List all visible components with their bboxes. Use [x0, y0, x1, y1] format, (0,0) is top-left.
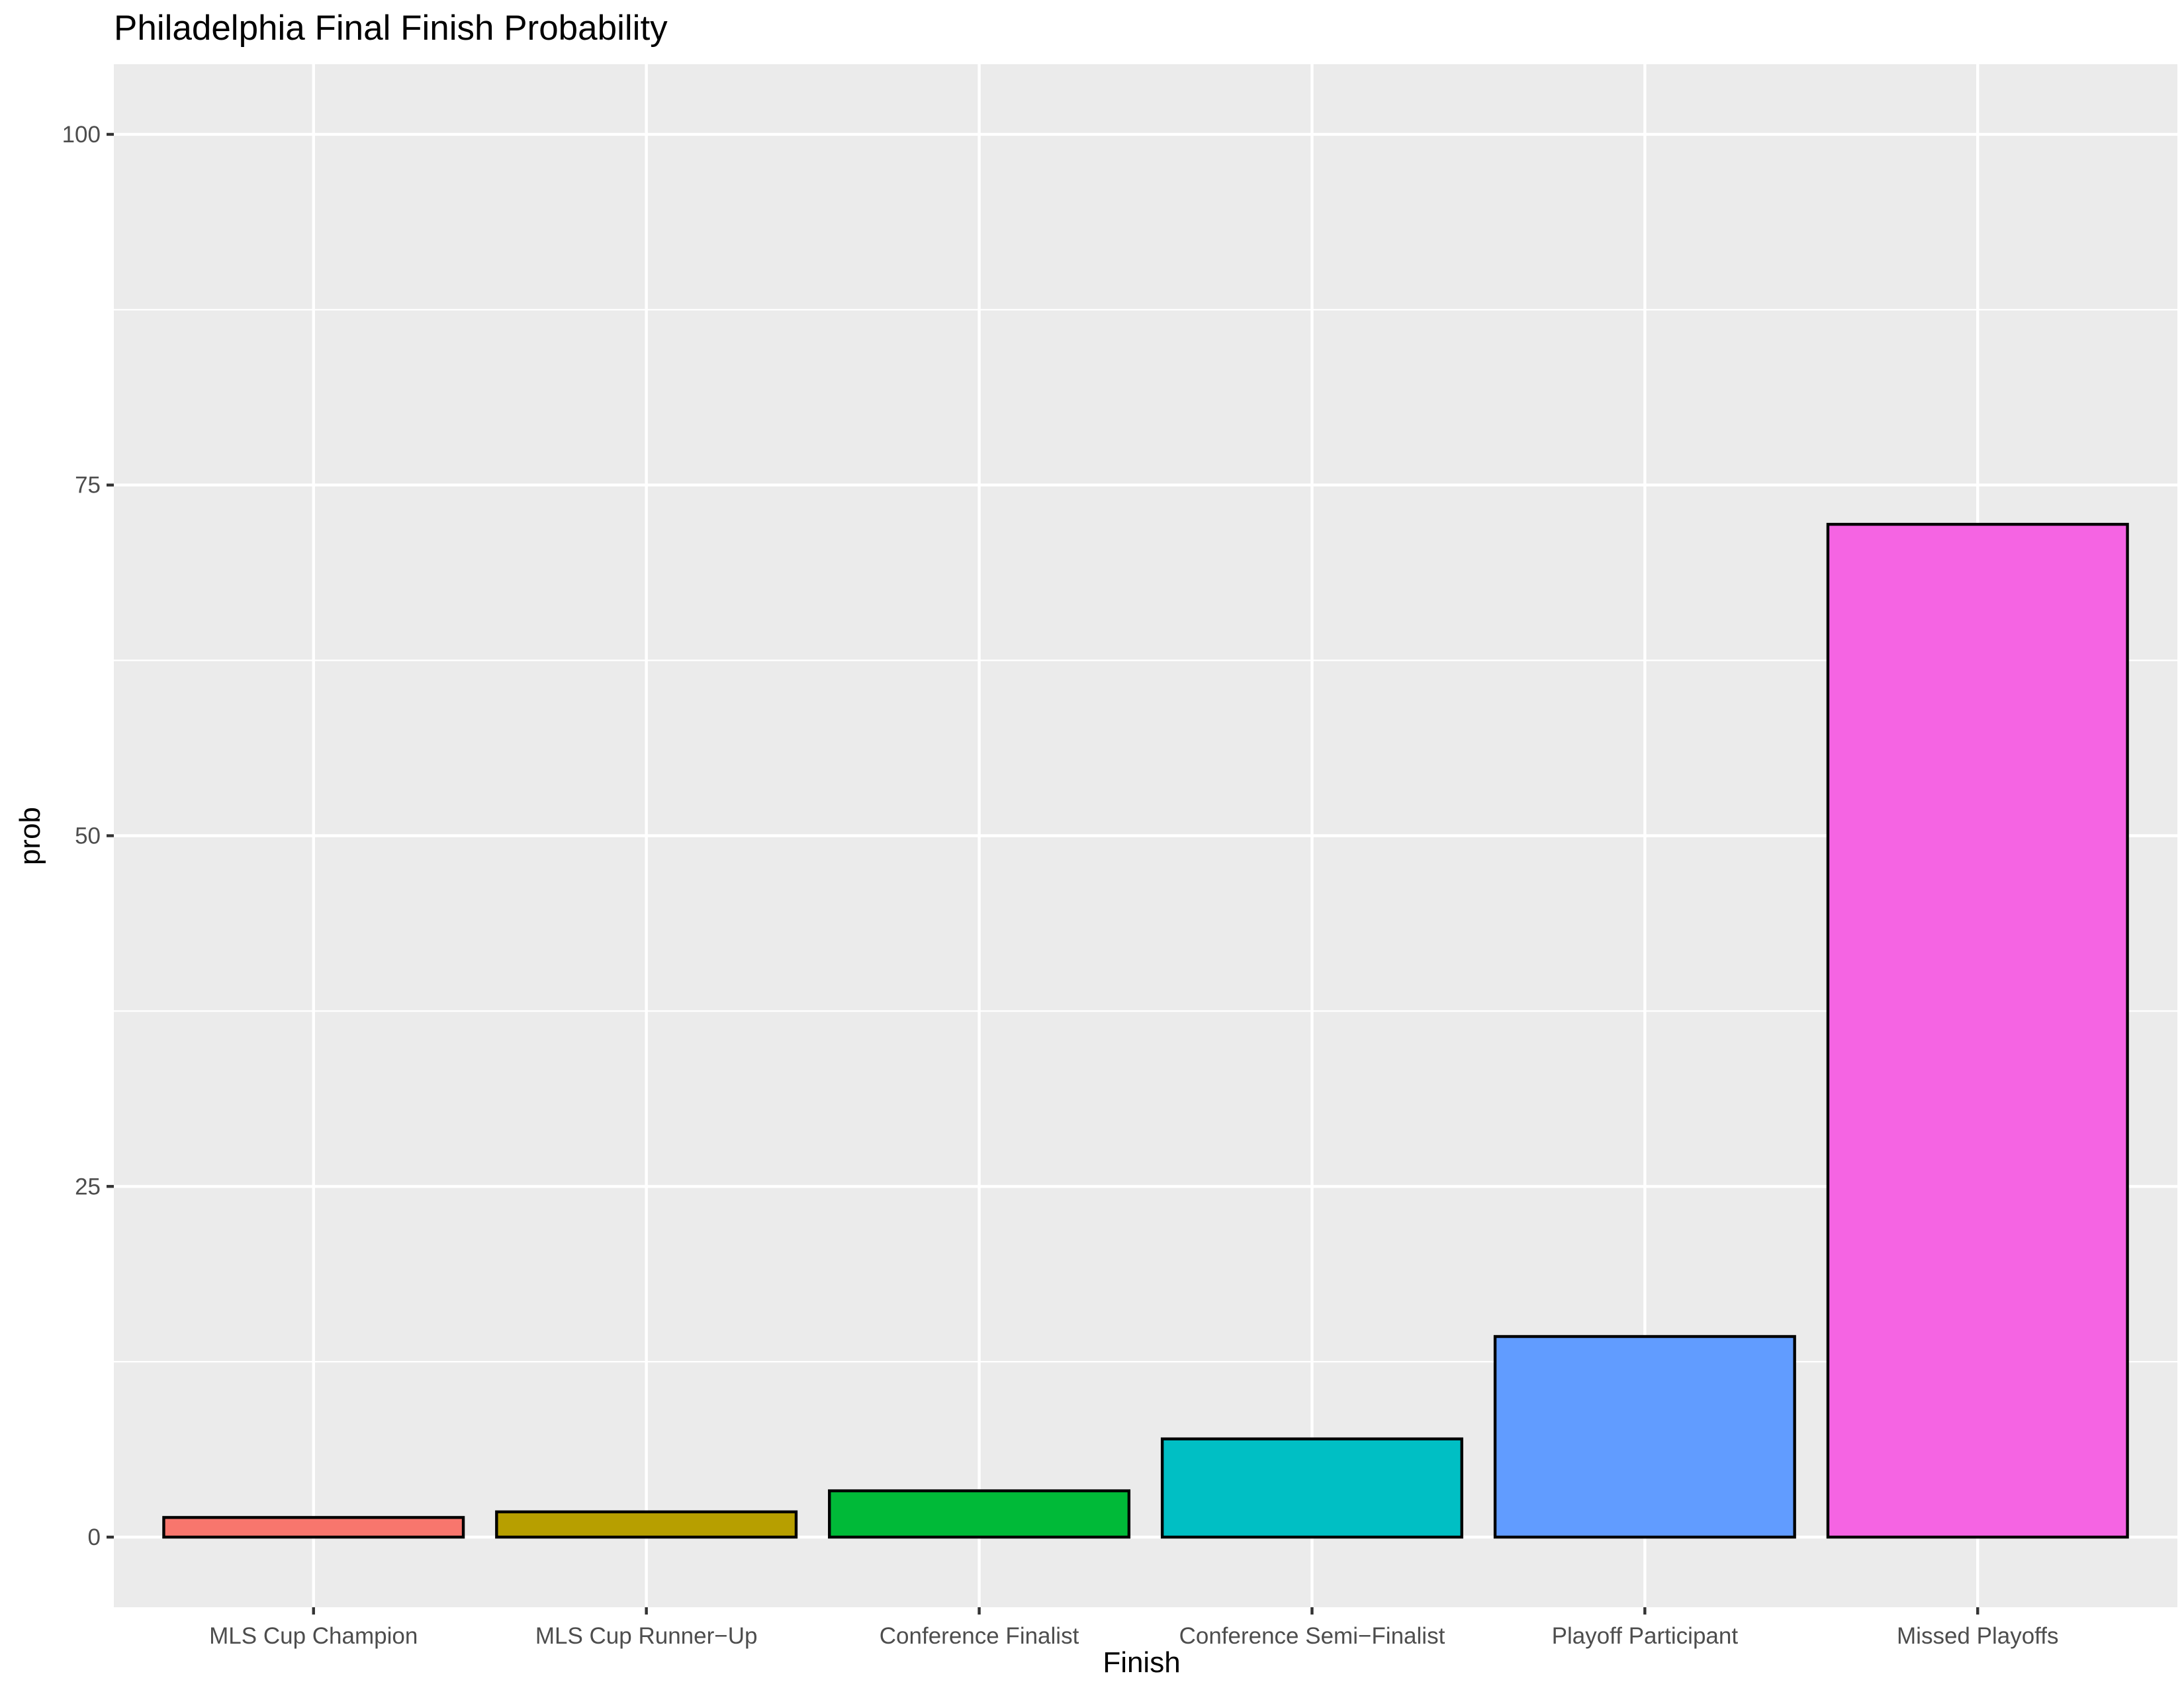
y-tick-label: 100 [62, 122, 101, 148]
x-tick-label: MLS Cup Runner−Up [535, 1623, 758, 1649]
bar-1 [162, 1516, 465, 1539]
y-axis-title: prob [14, 807, 46, 865]
y-tick-label: 0 [88, 1524, 101, 1550]
bar-5 [1493, 1335, 1796, 1539]
bars [162, 522, 2129, 1539]
bar-6 [1826, 522, 2129, 1539]
x-tick-label: Conference Semi−Finalist [1179, 1623, 1445, 1649]
y-tick-label: 25 [75, 1174, 101, 1199]
x-axis-title: Finish [1103, 1646, 1180, 1679]
chart-title: Philadelphia Final Finish Probability [114, 9, 668, 48]
x-tick-label: Missed Playoffs [1897, 1623, 2058, 1649]
y-tick-label: 75 [75, 473, 101, 498]
bar-2 [495, 1510, 798, 1539]
x-axis: MLS Cup Champion MLS Cup Runner−Up Confere… [209, 1607, 2058, 1649]
x-tick-label: Conference Finalist [880, 1623, 1079, 1649]
bar-4 [1160, 1437, 1463, 1539]
x-tick-label: Playoff Participant [1552, 1623, 1739, 1649]
bar-3 [828, 1489, 1131, 1539]
y-tick-label: 50 [75, 823, 101, 849]
y-axis: 0 25 50 75 100 [62, 122, 114, 1550]
x-tick-label: MLS Cup Champion [209, 1623, 418, 1649]
